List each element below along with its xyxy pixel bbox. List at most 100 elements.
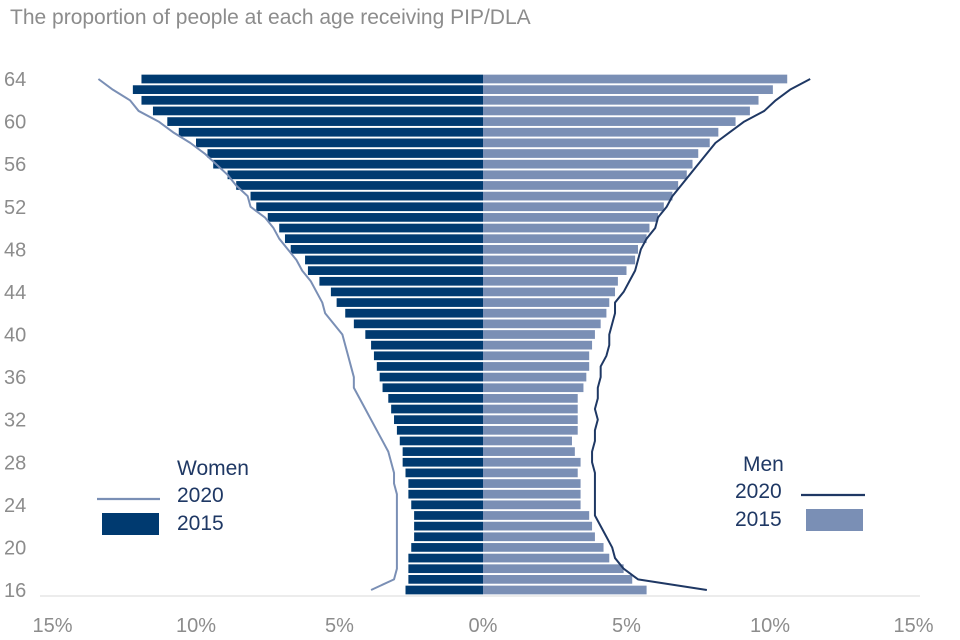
men-2015-bar-age-18 [483,564,624,574]
men-2015-bar-age-42 [483,308,607,318]
y-axis-ticks: 16 20 24 28 32 36 40 44 48 52 56 60 64 [4,69,26,602]
women-2015-bar-age-41 [353,319,483,329]
women-2015-bar-age-38 [373,351,483,361]
women-2015-bar-age-19 [408,553,483,563]
men-2015-bar-age-20 [483,543,604,552]
y-tick-label-36: 36 [4,367,26,389]
men-2015-bar-age-26 [483,479,581,488]
men-2015-bar-age-62 [483,95,759,105]
women-2015-bar-age-45 [319,276,483,286]
men-2015-bar-age-41 [483,319,601,329]
men-2015-bar-age-16 [483,585,647,595]
men-2015-bar-age-56 [483,159,693,169]
men-2015-bar-age-30 [483,436,572,446]
x-tick-label-3: 0% [469,615,498,637]
women-2015-bar-age-46 [307,266,483,275]
y-tick-label-52: 52 [4,197,26,219]
women-2015-bar-age-60 [167,117,484,126]
men-2015-bar-age-45 [483,276,618,286]
women-2015-bar-age-50 [279,223,483,233]
legend-men-2015-swatch [806,509,863,531]
women-2015-bar-age-51 [267,213,483,222]
x-tick-label-2: 5% [325,615,354,637]
men-2015-bar-age-44 [483,287,616,297]
women-2015-bar-age-20 [411,543,483,552]
men-2015-bar-age-35 [483,383,584,393]
men-2015-bar-age-48 [483,244,638,254]
legend-men-2020-label: 2020 [735,480,782,503]
women-2015-bar-age-63 [132,85,484,95]
men-2015-bar-age-50 [483,223,650,233]
women-2015-bar-age-24 [411,500,483,510]
bars-layer [132,74,788,595]
women-2015-bar-age-62 [141,95,483,105]
women-2015-bar-age-36 [379,372,483,382]
legend-women-title: Women [177,457,249,480]
women-2015-bar-age-42 [345,308,483,318]
women-2015-bar-age-18 [408,564,483,574]
women-2015-bar-age-55 [227,170,483,180]
legend-women-2015-swatch [102,513,159,535]
women-2015-bar-age-49 [284,234,483,244]
men-2015-bar-age-36 [483,372,587,382]
women-2015-bar-age-44 [330,287,483,297]
y-tick-label-44: 44 [4,282,26,304]
y-tick-label-56: 56 [4,154,26,176]
legend-men-2015-label: 2015 [735,508,782,531]
men-2015-bar-age-46 [483,266,627,275]
women-2015-bar-age-52 [256,202,483,212]
y-tick-label-20: 20 [4,537,26,559]
women-2015-bar-age-47 [305,255,483,265]
women-2015-bar-age-29 [402,447,483,456]
men-2015-bar-age-28 [483,457,581,467]
women-2015-bar-age-17 [408,574,483,584]
men-2015-bar-age-37 [483,362,590,371]
women-2015-bar-age-57 [207,149,484,158]
y-tick-label-28: 28 [4,452,26,474]
men-2015-bar-age-54 [483,181,679,190]
men-2015-bar-age-47 [483,255,636,265]
women-2015-bar-age-61 [152,106,483,116]
men-2015-bar-age-60 [483,117,736,126]
women-2015-bar-age-22 [414,521,483,531]
men-2020-line [591,78,811,591]
legend-women: Women 2020 2015 [97,457,249,535]
women-2015-bar-age-40 [365,330,483,339]
women-2015-bar-age-35 [382,383,483,393]
y-tick-label-40: 40 [4,325,26,347]
women-2015-bar-age-37 [376,362,483,371]
men-2015-bar-age-33 [483,404,578,414]
legend-men: Men 2020 2015 [735,453,865,531]
women-2015-bar-age-25 [408,489,483,499]
women-2015-bar-age-27 [405,468,483,478]
y-tick-label-24: 24 [4,495,26,517]
men-2015-bar-age-32 [483,415,578,425]
men-2015-bar-age-21 [483,532,595,542]
men-2015-bar-age-29 [483,447,575,456]
men-2015-bar-age-51 [483,213,659,222]
women-2015-bar-age-32 [394,415,483,425]
men-2015-bar-age-64 [483,74,788,84]
lines-layer [97,78,811,591]
men-2015-bar-age-63 [483,85,773,95]
men-2015-bar-age-39 [483,340,593,350]
x-tick-label-6: 15% [893,615,933,637]
chart-title: The proportion of people at each age rec… [10,6,531,29]
women-2015-bar-age-28 [402,457,483,467]
women-2020-line [97,78,398,591]
men-2015-bar-age-53 [483,191,673,201]
men-2015-bar-age-55 [483,170,687,180]
women-2015-bar-age-33 [391,404,483,414]
men-2015-bar-age-38 [483,351,590,361]
men-2015-bar-age-43 [483,298,610,307]
x-tick-label-0: 15% [32,615,72,637]
men-2015-bar-age-59 [483,127,719,137]
men-2015-bar-age-24 [483,500,581,510]
men-2015-bar-age-19 [483,553,610,563]
women-2015-bar-age-53 [250,191,483,201]
women-2015-bar-age-26 [408,479,483,488]
legend-men-title: Men [743,453,784,476]
men-2015-bar-age-27 [483,468,578,478]
